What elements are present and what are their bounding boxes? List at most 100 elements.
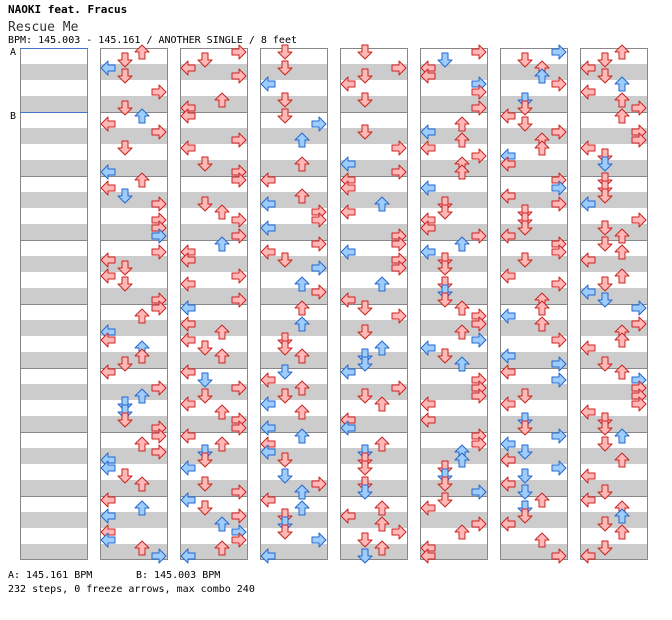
step-arrow-up — [374, 276, 390, 292]
step-arrow-up — [134, 476, 150, 492]
beat-stripe — [260, 512, 328, 528]
step-arrow-left — [260, 444, 276, 460]
column-border — [340, 48, 408, 560]
step-arrow-down — [517, 100, 533, 116]
beat-stripe — [580, 64, 648, 80]
beat-stripe — [420, 320, 488, 336]
step-arrow-left — [100, 532, 116, 548]
step-arrow-down — [117, 468, 133, 484]
step-arrow-left — [100, 268, 116, 284]
step-arrow-down — [277, 92, 293, 108]
step-arrow-right — [551, 428, 567, 444]
step-arrow-right — [151, 444, 167, 460]
step-arrow-left — [500, 396, 516, 412]
chart-info: BPM: 145.003 - 145.161 / ANOTHER SINGLE … — [8, 35, 297, 46]
beat-stripe — [420, 448, 488, 464]
step-arrow-right — [551, 124, 567, 140]
beat-stripe — [20, 64, 88, 80]
beat-stripe — [100, 192, 168, 208]
step-arrow-down — [517, 388, 533, 404]
step-arrow-right — [471, 316, 487, 332]
step-summary: 232 steps, 0 freeze arrows, max combo 24… — [8, 584, 255, 595]
step-arrow-left — [420, 500, 436, 516]
beat-stripe — [580, 512, 648, 528]
beat-stripe — [500, 256, 568, 272]
beat-stripe — [580, 384, 648, 400]
step-arrow-down — [277, 452, 293, 468]
beat-stripe — [20, 160, 88, 176]
step-arrow-right — [151, 300, 167, 316]
beat-stripe — [100, 416, 168, 432]
step-arrow-down — [437, 476, 453, 492]
step-arrow-down — [357, 324, 373, 340]
step-arrow-right — [391, 260, 407, 276]
step-arrow-down — [117, 68, 133, 84]
step-arrow-down — [357, 92, 373, 108]
step-arrow-down — [277, 468, 293, 484]
step-arrow-left — [260, 244, 276, 260]
step-arrow-right — [471, 388, 487, 404]
beat-stripe — [500, 96, 568, 112]
step-arrow-right — [151, 124, 167, 140]
step-arrow-left — [580, 284, 596, 300]
step-arrow-left — [100, 508, 116, 524]
step-arrow-left — [100, 492, 116, 508]
step-arrow-right — [231, 44, 247, 60]
beat-stripe — [20, 480, 88, 496]
step-arrow-right — [231, 268, 247, 284]
step-arrow-right — [471, 44, 487, 60]
step-arrow-up — [294, 500, 310, 516]
beat-stripe — [340, 256, 408, 272]
step-arrow-up — [454, 452, 470, 468]
beat-stripe — [180, 64, 248, 80]
step-arrow-left — [100, 332, 116, 348]
step-arrow-left — [260, 196, 276, 212]
step-arrow-left — [500, 452, 516, 468]
step-arrow-up — [294, 484, 310, 500]
step-arrow-up — [134, 436, 150, 452]
step-arrow-right — [231, 380, 247, 396]
beat-stripe — [180, 480, 248, 496]
step-arrow-up — [214, 204, 230, 220]
step-arrow-down — [597, 292, 613, 308]
step-arrow-up — [374, 396, 390, 412]
step-arrow-down — [517, 420, 533, 436]
step-arrow-down — [117, 140, 133, 156]
step-arrow-down — [117, 412, 133, 428]
step-arrow-up — [134, 348, 150, 364]
step-arrow-down — [597, 156, 613, 172]
beat-stripe — [260, 288, 328, 304]
step-arrow-right — [231, 532, 247, 548]
step-arrow-right — [551, 356, 567, 372]
beat-stripe — [500, 480, 568, 496]
step-arrow-down — [357, 300, 373, 316]
beat-stripe — [180, 320, 248, 336]
beat-stripe — [260, 128, 328, 144]
beat-stripe — [180, 224, 248, 240]
beat-stripe — [260, 480, 328, 496]
beat-stripe — [340, 544, 408, 560]
step-arrow-left — [580, 60, 596, 76]
step-arrow-left — [420, 396, 436, 412]
step-arrow-down — [197, 452, 213, 468]
step-arrow-left — [180, 60, 196, 76]
step-arrow-down — [277, 108, 293, 124]
column-border — [580, 48, 648, 560]
step-arrow-down — [357, 484, 373, 500]
beat-stripe — [580, 416, 648, 432]
step-arrow-up — [134, 108, 150, 124]
beat-stripe — [260, 192, 328, 208]
step-arrow-left — [180, 460, 196, 476]
step-arrow-left — [340, 204, 356, 220]
step-arrow-up — [614, 524, 630, 540]
step-arrow-up — [214, 324, 230, 340]
step-arrow-down — [597, 540, 613, 556]
step-arrow-left — [180, 332, 196, 348]
step-arrow-left — [260, 220, 276, 236]
step-arrow-left — [500, 436, 516, 452]
step-arrow-down — [197, 500, 213, 516]
step-arrow-left — [100, 180, 116, 196]
step-arrow-left — [180, 428, 196, 444]
step-arrow-up — [454, 132, 470, 148]
step-arrow-right — [551, 548, 567, 564]
